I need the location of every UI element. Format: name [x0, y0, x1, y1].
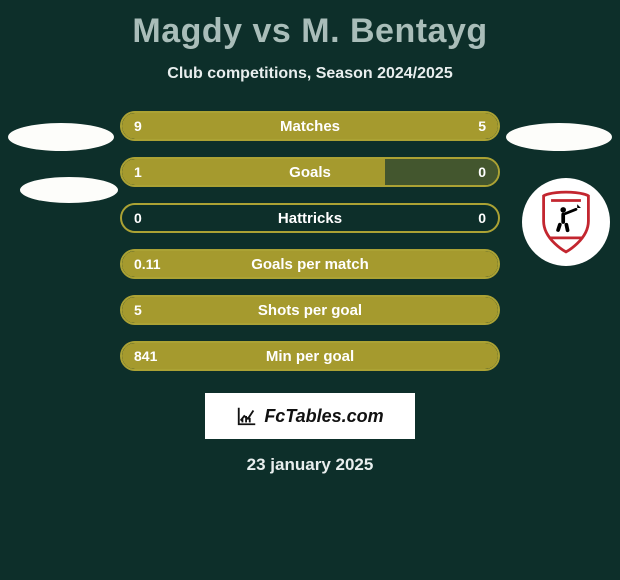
- team-left-badge-1: [8, 123, 114, 151]
- chart-icon: [236, 405, 258, 427]
- stat-label: Goals: [122, 159, 498, 185]
- stat-row: Goals per match0.11: [120, 249, 500, 279]
- stat-value-left: 9: [134, 113, 142, 139]
- stat-row: Matches9 5: [120, 111, 500, 141]
- stat-label: Min per goal: [122, 343, 498, 369]
- stat-value-left: 841: [134, 343, 157, 369]
- stat-value-right: 0: [478, 159, 486, 185]
- stat-value-left: 5: [134, 297, 142, 323]
- fctables-branding: FcTables.com: [205, 393, 415, 439]
- page-title: Magdy vs M. Bentayg: [0, 0, 620, 51]
- stat-value-left: 0: [134, 205, 142, 231]
- stats-bar-chart: Matches95Goals10Hattricks00Goals per mat…: [120, 111, 500, 371]
- team-right-badge-1: [506, 123, 612, 151]
- stat-value-left: 1: [134, 159, 142, 185]
- stat-value-left: 0.11: [134, 251, 160, 277]
- stat-row: Goals1 0: [120, 157, 500, 187]
- stat-label: Hattricks: [122, 205, 498, 231]
- stat-label: Goals per match: [122, 251, 498, 277]
- date-text: 23 january 2025: [0, 455, 620, 475]
- team-right-crest: [522, 178, 610, 266]
- team-left-badge-2: [20, 177, 118, 203]
- stat-label: Shots per goal: [122, 297, 498, 323]
- stat-row: Min per goal841: [120, 341, 500, 371]
- page-subtitle: Club competitions, Season 2024/2025: [0, 65, 620, 83]
- stat-label: Matches: [122, 113, 498, 139]
- shield-icon: [538, 189, 594, 255]
- stat-row: Shots per goal5: [120, 295, 500, 325]
- stat-row: Hattricks0 0: [120, 203, 500, 233]
- branding-text: FcTables.com: [264, 406, 383, 427]
- stat-value-right: 5: [478, 113, 486, 139]
- stat-value-right: 0: [478, 205, 486, 231]
